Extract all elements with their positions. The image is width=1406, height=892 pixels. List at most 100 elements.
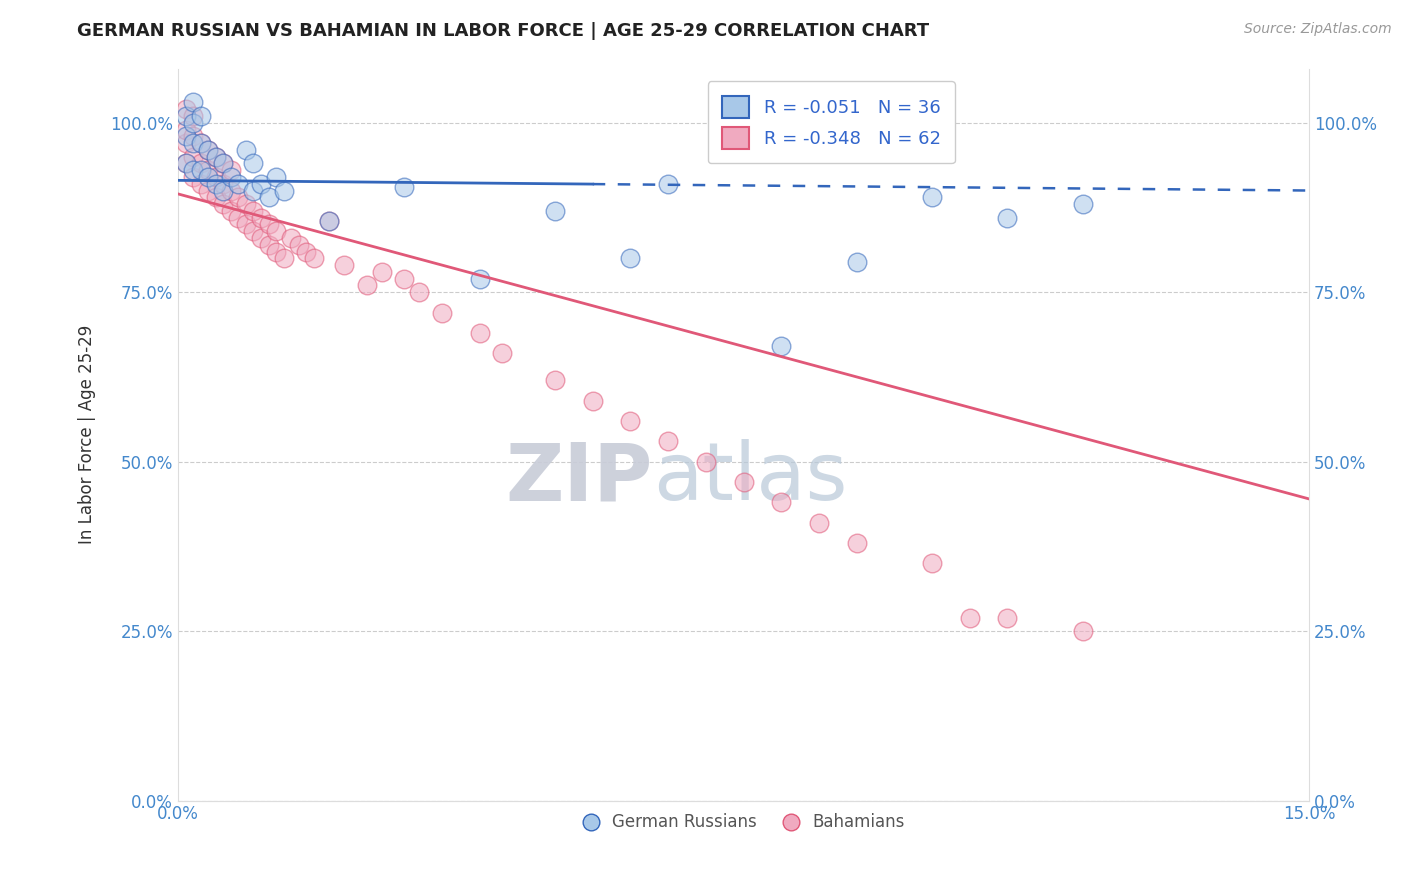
Point [921, 557, 943, 571]
Point [204, 177, 226, 191]
Point [174, 156, 197, 170]
Point [295, 244, 318, 259]
Point [356, 278, 378, 293]
Point [219, 169, 242, 184]
Point [204, 190, 226, 204]
Point [468, 271, 491, 285]
Point [212, 177, 235, 191]
Point [845, 536, 868, 550]
Point [619, 252, 641, 266]
Point [264, 169, 287, 184]
Point [619, 414, 641, 428]
Point [190, 156, 212, 170]
Point [204, 150, 226, 164]
Point [544, 373, 567, 387]
Point [280, 231, 302, 245]
Point [181, 136, 204, 150]
Point [174, 102, 197, 116]
Point [770, 495, 793, 509]
Point [212, 184, 235, 198]
Point [219, 203, 242, 218]
Point [174, 129, 197, 144]
Point [212, 156, 235, 170]
Point [733, 475, 755, 489]
Point [204, 169, 226, 184]
Point [235, 218, 257, 232]
Point [695, 455, 717, 469]
Point [212, 156, 235, 170]
Point [394, 180, 416, 194]
Point [273, 252, 295, 266]
Point [250, 177, 273, 191]
Point [181, 163, 204, 178]
Point [257, 237, 280, 252]
Point [242, 156, 264, 170]
Point [174, 136, 197, 150]
Text: Source: ZipAtlas.com: Source: ZipAtlas.com [1244, 22, 1392, 37]
Point [204, 150, 226, 164]
Point [491, 346, 513, 360]
Point [235, 143, 257, 157]
Point [582, 393, 605, 408]
Point [242, 203, 264, 218]
Point [174, 156, 197, 170]
Point [921, 190, 943, 204]
Point [174, 109, 197, 123]
Point [264, 224, 287, 238]
Point [250, 211, 273, 225]
Point [997, 211, 1019, 225]
Point [190, 136, 212, 150]
Point [257, 190, 280, 204]
Point [181, 169, 204, 184]
Point [181, 116, 204, 130]
Point [318, 214, 340, 228]
Point [197, 169, 219, 184]
Point [468, 326, 491, 340]
Point [197, 163, 219, 178]
Point [333, 258, 356, 272]
Point [242, 184, 264, 198]
Point [1071, 197, 1094, 211]
Point [228, 177, 250, 191]
Point [190, 136, 212, 150]
Point [197, 143, 219, 157]
Point [212, 197, 235, 211]
Point [430, 305, 453, 319]
Point [190, 109, 212, 123]
Point [273, 184, 295, 198]
Point [242, 224, 264, 238]
Point [959, 610, 981, 624]
Point [394, 271, 416, 285]
Point [408, 285, 430, 300]
Point [197, 184, 219, 198]
Point [318, 214, 340, 228]
Point [197, 143, 219, 157]
Legend: German Russians, Bahamians: German Russians, Bahamians [574, 805, 912, 839]
Point [257, 218, 280, 232]
Point [181, 109, 204, 123]
Point [181, 129, 204, 144]
Point [1071, 624, 1094, 639]
Point [807, 516, 830, 530]
Point [250, 231, 273, 245]
Point [190, 177, 212, 191]
Point [219, 184, 242, 198]
Text: atlas: atlas [652, 440, 848, 517]
Text: ZIP: ZIP [506, 440, 652, 517]
Point [845, 254, 868, 268]
Text: GERMAN RUSSIAN VS BAHAMIAN IN LABOR FORCE | AGE 25-29 CORRELATION CHART: GERMAN RUSSIAN VS BAHAMIAN IN LABOR FORC… [77, 22, 929, 40]
Point [657, 434, 679, 449]
Point [997, 610, 1019, 624]
Point [657, 177, 679, 191]
Point [770, 339, 793, 353]
Point [219, 163, 242, 178]
Point [302, 252, 325, 266]
Point [544, 203, 567, 218]
Point [181, 150, 204, 164]
Point [264, 244, 287, 259]
Point [235, 197, 257, 211]
Y-axis label: In Labor Force | Age 25-29: In Labor Force | Age 25-29 [79, 325, 96, 544]
Point [370, 265, 392, 279]
Point [228, 211, 250, 225]
Point [287, 237, 309, 252]
